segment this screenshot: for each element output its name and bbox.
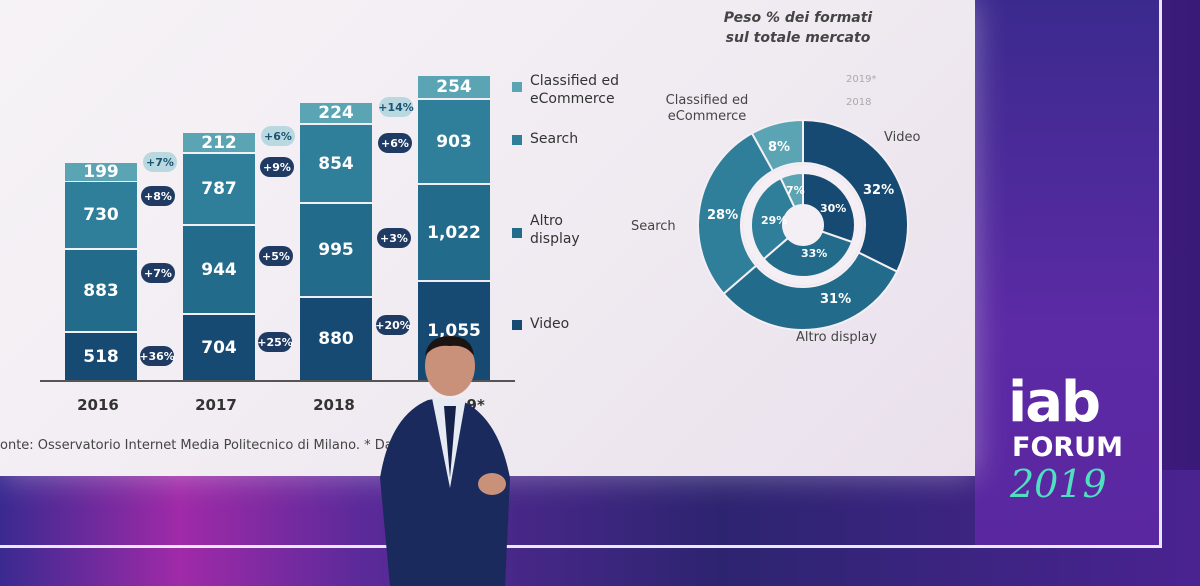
screen-frame <box>0 0 1162 548</box>
donut-label-classified: Classified ed eCommerce <box>665 93 749 124</box>
outer-altro-pct: 31% <box>820 292 852 307</box>
bar-2017-search: 787 <box>183 154 255 224</box>
growth-2017-altro: +7% <box>141 263 175 283</box>
bar-2016-altro: 883 <box>65 250 137 331</box>
year-2017: 2017 <box>195 396 237 414</box>
bar-2016-video: 518 <box>65 333 137 380</box>
bar-2017-altro: 944 <box>183 226 255 313</box>
iab-logo-text: iab <box>1008 370 1101 435</box>
donut-label-search: Search <box>631 219 676 234</box>
inner-classified-pct: 7% <box>786 184 805 197</box>
logo-year: 2019 <box>1010 462 1107 506</box>
outer-classified-pct: 8% <box>768 140 791 155</box>
year-2016: 2016 <box>77 396 119 414</box>
legend-video: Video <box>530 316 570 332</box>
legend-search: Search <box>530 131 579 147</box>
inner-search-pct: 29% <box>761 214 788 227</box>
growth-2017-search: +8% <box>141 186 175 206</box>
inner-altro-pct: 33% <box>801 247 828 260</box>
growth-2018-search: +9% <box>260 157 294 177</box>
growth-2019-classified: +14% <box>378 97 414 117</box>
bar-2017-classified: 212 <box>183 133 255 153</box>
growth-2017-classified: +7% <box>143 152 177 172</box>
legend-classified: Classified ed eCommerce <box>530 73 619 107</box>
legend-swatch-altro <box>512 228 522 238</box>
growth-2018-video: +25% <box>257 332 293 352</box>
speaker-person <box>380 336 510 586</box>
legend-swatch-video <box>512 320 522 330</box>
source-text: onte: Osservatorio Internet Media Polite… <box>0 438 393 453</box>
bar-2019-altro: 1,022 <box>418 185 490 280</box>
donut-hole <box>783 205 823 245</box>
screen-right-panel <box>975 0 1162 548</box>
ring-inner-label: 2018 <box>846 97 872 108</box>
legend-altro: Altro display <box>530 213 580 247</box>
donut-title: Peso % dei formati sul totale mercato <box>698 8 898 48</box>
bar-2018-search: 854 <box>300 125 372 202</box>
growth-2019-video: +20% <box>375 315 411 335</box>
growth-2018-altro: +5% <box>259 246 293 266</box>
donut-label-altro: Altro display <box>796 330 877 345</box>
growth-2019-altro: +3% <box>377 228 411 248</box>
donut-outer-slice-search <box>697 131 775 296</box>
donut-chart <box>697 118 909 331</box>
inner-video-pct: 30% <box>820 202 847 215</box>
growth-2019-search: +6% <box>378 133 412 153</box>
forum-logo-text: FORUM <box>1012 432 1123 463</box>
donut-outer-slice-classified <box>750 118 804 173</box>
ring-outer-label: 2019* <box>846 74 877 85</box>
year-2018: 2018 <box>313 396 355 414</box>
bar-2018-classified: 224 <box>300 103 372 123</box>
bar-2017-video: 704 <box>183 315 255 380</box>
donut-label-video: Video <box>884 130 921 145</box>
bar-2016-classified: 199 <box>65 162 137 182</box>
bar-2018-altro: 995 <box>300 204 372 296</box>
donut-outer-slice-altro <box>722 251 899 331</box>
outer-video-pct: 32% <box>863 183 895 198</box>
bar-2018-video: 880 <box>300 298 372 380</box>
donut-outer-slice-video <box>802 118 909 273</box>
donut-title-line1: Peso % dei formati <box>723 10 873 26</box>
bar-2019-search: 903 <box>418 100 490 183</box>
bar-2016-search: 730 <box>65 182 137 248</box>
presentation-slide: 199 730 883 518 212 787 944 704 224 854 … <box>0 0 975 476</box>
outer-search-pct: 28% <box>707 208 739 223</box>
x-axis <box>40 380 515 382</box>
bar-2019-classified: 254 <box>418 76 490 98</box>
growth-2018-classified: +6% <box>261 126 295 146</box>
donut-title-line2: sul totale mercato <box>725 30 871 46</box>
legend-swatch-classified <box>512 82 522 92</box>
legend-swatch-search <box>512 135 522 145</box>
growth-2017-video: +36% <box>139 346 175 366</box>
